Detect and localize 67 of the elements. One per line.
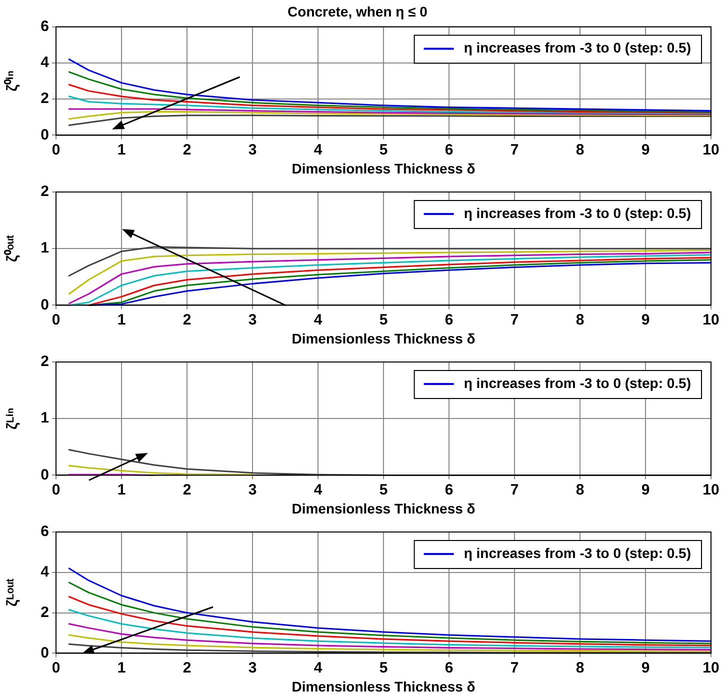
chart-title: Concrete, when η ≤ 0 [288, 3, 428, 20]
x-tick-label: 2 [182, 659, 192, 676]
x-tick-label: 6 [444, 141, 454, 158]
x-tick-label: 7 [510, 141, 519, 158]
x-tick-label: 10 [702, 311, 720, 328]
x-tick-label: 10 [702, 141, 720, 158]
x-tick-label: 3 [248, 481, 257, 498]
x-tick-label: 8 [576, 659, 584, 676]
x-axis-title: Dimensionless Thickness δ [292, 678, 476, 694]
y-tick-label: 2 [40, 353, 49, 370]
x-tick-label: 2 [182, 311, 192, 328]
x-tick-label: 6 [444, 481, 454, 498]
x-tick-label: 7 [510, 311, 519, 328]
x-tick-label: 5 [379, 659, 388, 676]
x-axis-title: Dimensionless Thickness δ [292, 160, 476, 176]
y-axis-title: ζᴸⁱⁿ [4, 408, 22, 430]
x-tick-label: 10 [702, 659, 720, 676]
x-tick-label: 3 [248, 659, 257, 676]
x-tick-label: 7 [510, 659, 519, 676]
y-tick-label: 1 [40, 240, 49, 257]
x-tick-label: 8 [576, 481, 584, 498]
x-axis-title: Dimensionless Thickness δ [292, 330, 476, 346]
y-tick-label: 4 [40, 564, 50, 581]
x-tick-label: 1 [117, 311, 126, 328]
x-tick-label: 5 [379, 481, 388, 498]
legend-label: η increases from -3 to 0 (step: 0.5) [464, 204, 692, 221]
y-tick-label: 2 [40, 183, 49, 200]
legend-label: η increases from -3 to 0 (step: 0.5) [464, 40, 692, 56]
y-axis-title: ζ⁰ⁱⁿ [3, 70, 22, 92]
y-axis-title: ζᴸᵒᵘᵗ [4, 578, 22, 606]
x-tick-label: 1 [117, 659, 126, 676]
x-tick-label: 9 [641, 141, 650, 158]
x-tick-label: 9 [641, 659, 650, 676]
x-tick-label: 4 [314, 659, 323, 676]
y-tick-label: 2 [40, 604, 49, 621]
x-tick-label: 4 [314, 141, 323, 158]
x-tick-label: 8 [576, 141, 584, 158]
y-tick-label: 0 [40, 466, 49, 484]
x-tick-label: 9 [641, 481, 650, 498]
y-tick-label: 0 [40, 126, 49, 144]
legend-label: η increases from -3 to 0 (step: 0.5) [464, 374, 692, 391]
y-axis-title: ζ⁰ᵒᵘᵗ [3, 234, 22, 262]
y-tick-label: 2 [40, 90, 49, 108]
x-tick-label: 5 [379, 141, 388, 158]
x-tick-label: 6 [444, 311, 454, 328]
y-tick-label: 0 [40, 644, 49, 662]
y-tick-label: 1 [40, 410, 49, 427]
x-tick-label: 6 [444, 659, 454, 676]
x-tick-label: 5 [379, 311, 388, 328]
x-tick-label: 4 [314, 311, 323, 328]
x-tick-label: 1 [117, 481, 126, 498]
x-tick-label: 3 [248, 141, 257, 158]
x-tick-label: 9 [641, 311, 650, 328]
x-tick-label: 3 [248, 311, 257, 328]
x-tick-label: 8 [576, 311, 584, 328]
y-tick-label: 4 [40, 54, 50, 72]
x-tick-label: 7 [510, 481, 519, 498]
x-tick-label: 10 [702, 481, 720, 498]
x-tick-label: 4 [314, 481, 323, 498]
y-tick-label: 6 [40, 18, 49, 35]
x-tick-label: 1 [117, 141, 126, 158]
y-tick-label: 6 [40, 523, 49, 540]
y-tick-label: 0 [40, 296, 49, 314]
x-tick-label: 2 [182, 481, 192, 498]
legend-label: η increases from -3 to 0 (step: 0.5) [464, 544, 692, 561]
x-axis-title: Dimensionless Thickness δ [292, 500, 476, 516]
x-tick-label: 2 [182, 141, 192, 158]
